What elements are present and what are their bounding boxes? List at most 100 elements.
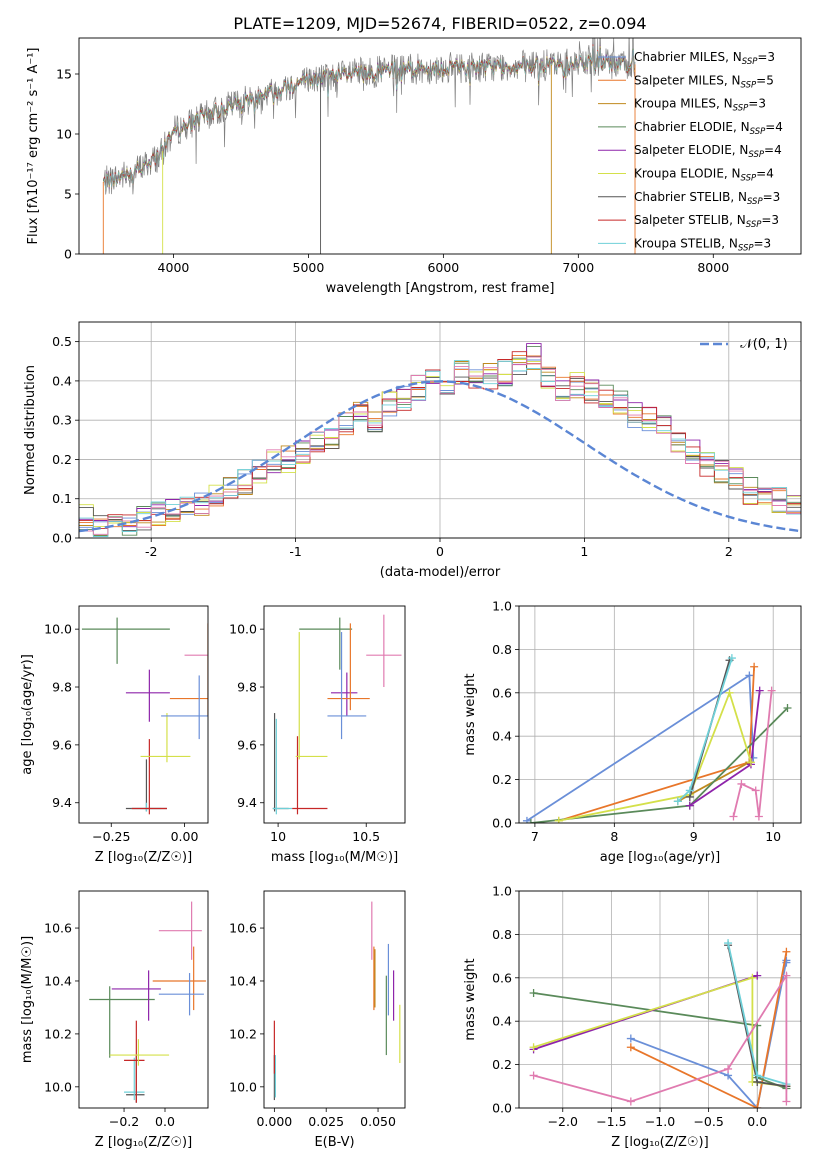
y-tick-label: 1.0 [492, 599, 512, 614]
mass_vs_Z-points [89, 901, 206, 1103]
y-axis-label: mass weight [463, 958, 478, 1040]
plus-marker [526, 819, 535, 823]
x-tick-label: −0.25 [92, 829, 130, 844]
spectrum-traces [102, 38, 636, 254]
y-tick-label: 10.4 [44, 973, 72, 988]
y-tick-label: 0.2 [52, 452, 72, 467]
plus-marker [522, 816, 531, 823]
x-axis-label: mass [log₁₀(M/M☉)] [271, 850, 398, 865]
error-bar-point [272, 713, 289, 812]
error-bar-point [272, 718, 293, 815]
legend-label: Kroupa ELODIE, NSSP=4 [634, 167, 774, 184]
error-bar-point [89, 986, 155, 1058]
plus-marker [783, 703, 792, 712]
error-bar-point [111, 970, 161, 1021]
mass_vs_Z-axes: −0.2 0.0 10.0 10.2 10.4 10.6 Z [log₁₀(Z/Z☉)] ma… [20, 921, 192, 1150]
plus-marker [782, 947, 791, 956]
y-tick-label: 0.4 [492, 729, 512, 744]
x-tick-label: −2.0 [548, 1114, 578, 1129]
y-tick-label: 9.8 [237, 680, 257, 695]
y-tick-label: 1.0 [492, 884, 512, 899]
observed-spectrum-line [102, 38, 636, 195]
error-bar-point [109, 1039, 170, 1066]
axes-frame [78, 321, 802, 539]
plus-marker [767, 686, 776, 695]
y-tick-label: 5 [64, 187, 72, 202]
x-axis-label: age [log₁₀(age/yr)] [600, 850, 721, 865]
y-tick-label: 10.4 [229, 973, 257, 988]
x-tick-label: −1.5 [596, 1114, 626, 1129]
plus-marker [749, 753, 758, 762]
y-tick-label: 15 [56, 67, 72, 82]
plus-marker [626, 1097, 635, 1106]
x-tick-label: 0.0 [747, 1114, 767, 1129]
x-tick-label: −0.2 [109, 1114, 139, 1129]
x-tick-label: 8000 [697, 260, 729, 275]
plus-marker [724, 939, 733, 948]
x-axis-label: Z [log₁₀(Z/Z☉)] [95, 850, 192, 865]
x-tick-label: −1.0 [645, 1114, 675, 1129]
y-tick-label: 10.2 [229, 1026, 257, 1041]
error-bar-point [131, 739, 167, 815]
x-tick-label: -2 [145, 544, 157, 559]
plus-marker [737, 779, 746, 788]
x-tick-label: 0.000 [256, 1114, 292, 1129]
plus-marker [748, 973, 757, 982]
x-axis-label: (data-model)/error [380, 565, 501, 580]
plus-marker [554, 816, 563, 823]
y-tick-label: 0.4 [52, 373, 72, 388]
y-tick-label: 10.0 [44, 1079, 72, 1094]
residuals-axes: -2 -1 0 1 2 0.0 0.1 0.2 0.3 0.4 0.5 (data-model)/er… [23, 322, 801, 580]
y-tick-label: 10 [56, 127, 72, 142]
error-bar-point [366, 614, 402, 688]
plus-marker [685, 786, 694, 795]
mass_vs_ebv-axes: 0.000 0.025 0.050 10.0 10.2 10.4 10.6 E(B-V) [229, 921, 396, 1150]
error-bar-point [295, 632, 328, 760]
x-axis-label: wavelength [Angstrom, rest frame] [326, 281, 555, 296]
plus-marker [529, 1071, 538, 1080]
massweight_vs_Z-series [529, 939, 791, 1108]
plus-marker [685, 801, 694, 810]
plus-marker [727, 654, 736, 663]
x-tick-label: 1 [580, 544, 588, 559]
plus-marker [725, 688, 734, 697]
age_vs_mass-points [272, 614, 402, 815]
y-axis-label: Normed distribution [23, 365, 38, 495]
plus-marker [751, 786, 760, 795]
model-spectrum-line [103, 46, 635, 190]
error-bar-point [124, 1020, 145, 1103]
legend-label: Salpeter STELIB, NSSP=3 [634, 213, 779, 230]
axes-frame [263, 890, 406, 1109]
plus-marker [754, 812, 763, 821]
y-tick-label: 0.0 [52, 531, 72, 546]
x-tick-label: 0.050 [360, 1114, 396, 1129]
spectrum-legend: Chabrier MILES, NSSP=3 Salpeter MILES, NS… [598, 50, 783, 253]
legend-label: Chabrier MILES, NSSP=3 [634, 50, 775, 67]
y-tick-label: 9.8 [52, 680, 72, 695]
plus-marker [626, 1034, 635, 1043]
error-bar-point [184, 654, 208, 656]
plus-marker [529, 1043, 538, 1052]
error-bar-point [292, 736, 328, 815]
error-bar-point [158, 973, 204, 1016]
legend-label: Kroupa MILES, NSSP=3 [634, 97, 766, 114]
y-tick-label: 10.2 [44, 1026, 72, 1041]
mass_vs_ebv-points [273, 901, 401, 1101]
y-tick-label: 0.8 [492, 642, 512, 657]
x-tick-label: 10 [765, 829, 781, 844]
y-tick-label: 0.6 [492, 970, 512, 985]
x-tick-label: 4000 [158, 260, 190, 275]
massweight_vs_age-axes: 7 8 9 10 0.0 0.2 0.4 0.6 0.8 1.0 age [log₁₀(age/yr… [463, 599, 801, 865]
y-tick-label: 0.2 [492, 1057, 512, 1072]
y-tick-label: 9.6 [52, 737, 72, 752]
plus-marker [626, 1043, 635, 1052]
error-bar-point [330, 672, 358, 716]
y-tick-label: 0.1 [52, 491, 72, 506]
axes-frame [78, 605, 209, 824]
plus-marker [745, 671, 754, 680]
x-tick-label: 7000 [562, 260, 594, 275]
error-bar-point [327, 632, 367, 740]
plus-marker [782, 1097, 791, 1106]
error-bar-point [125, 669, 170, 722]
